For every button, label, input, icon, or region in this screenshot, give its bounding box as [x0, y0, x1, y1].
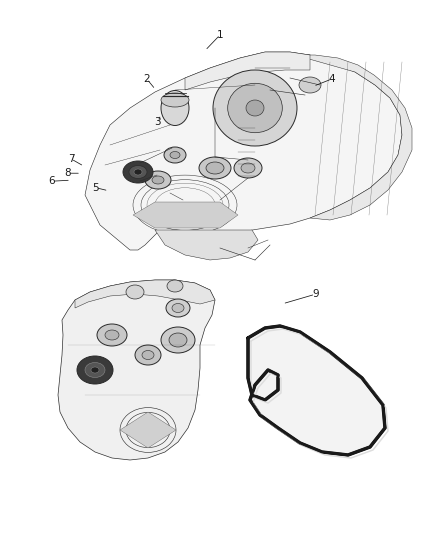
Text: 6: 6 [48, 176, 55, 186]
Text: 4: 4 [328, 74, 336, 84]
Ellipse shape [172, 303, 184, 312]
Polygon shape [133, 202, 238, 228]
Ellipse shape [164, 147, 186, 163]
Ellipse shape [123, 161, 153, 183]
Text: 5: 5 [92, 183, 99, 192]
Ellipse shape [246, 100, 264, 116]
Text: 8: 8 [64, 168, 71, 178]
Polygon shape [120, 412, 176, 448]
Ellipse shape [161, 327, 195, 353]
Ellipse shape [91, 367, 99, 373]
Text: 3: 3 [154, 117, 161, 126]
Polygon shape [85, 52, 402, 250]
Ellipse shape [299, 77, 321, 93]
Ellipse shape [199, 157, 231, 179]
Ellipse shape [105, 330, 119, 340]
Polygon shape [155, 230, 258, 260]
Ellipse shape [206, 162, 224, 174]
Ellipse shape [129, 166, 147, 179]
Ellipse shape [152, 176, 164, 184]
Ellipse shape [85, 362, 105, 377]
Ellipse shape [166, 299, 190, 317]
Ellipse shape [161, 91, 189, 125]
Text: 9: 9 [312, 289, 319, 299]
Text: 2: 2 [143, 74, 150, 84]
Ellipse shape [97, 324, 127, 346]
Ellipse shape [167, 280, 183, 292]
Polygon shape [248, 326, 385, 455]
Ellipse shape [142, 351, 154, 359]
Ellipse shape [234, 158, 262, 178]
Polygon shape [58, 280, 215, 460]
Ellipse shape [77, 356, 113, 384]
Polygon shape [185, 52, 310, 90]
Polygon shape [75, 280, 215, 308]
Ellipse shape [228, 83, 283, 133]
Ellipse shape [170, 151, 180, 158]
Ellipse shape [145, 171, 171, 189]
Ellipse shape [161, 93, 189, 107]
Ellipse shape [134, 169, 142, 175]
Text: 1: 1 [217, 30, 224, 39]
Polygon shape [295, 55, 412, 220]
Ellipse shape [135, 345, 161, 365]
Ellipse shape [213, 70, 297, 146]
Text: 7: 7 [67, 154, 74, 164]
Ellipse shape [241, 163, 255, 173]
Ellipse shape [169, 333, 187, 347]
Ellipse shape [126, 285, 144, 299]
